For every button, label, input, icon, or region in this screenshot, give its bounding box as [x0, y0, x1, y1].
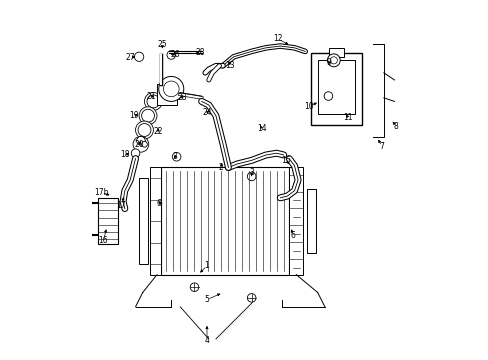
Circle shape	[142, 109, 154, 122]
Text: 7: 7	[379, 141, 384, 150]
Bar	[160, 167, 288, 275]
Circle shape	[144, 93, 162, 111]
Text: 6: 6	[290, 231, 295, 240]
Circle shape	[139, 107, 157, 125]
Text: 19: 19	[129, 111, 139, 120]
Bar	[306, 189, 315, 253]
Text: 2: 2	[219, 163, 223, 172]
Text: 12: 12	[273, 35, 283, 44]
Text: 16: 16	[99, 236, 108, 245]
Text: 9: 9	[325, 58, 330, 67]
Text: 13: 13	[225, 61, 235, 70]
Text: 21: 21	[146, 91, 155, 100]
Circle shape	[166, 51, 175, 59]
Text: 17b: 17b	[94, 188, 109, 197]
Circle shape	[329, 57, 337, 64]
Circle shape	[247, 294, 255, 302]
Circle shape	[147, 95, 160, 108]
Text: 14: 14	[256, 124, 266, 133]
Circle shape	[163, 81, 179, 97]
Circle shape	[247, 172, 255, 181]
Text: 24: 24	[202, 108, 211, 117]
Text: 3: 3	[249, 168, 254, 177]
Bar	[317, 60, 354, 114]
Circle shape	[134, 52, 143, 62]
Circle shape	[190, 283, 198, 292]
Circle shape	[131, 149, 140, 157]
Text: 26: 26	[170, 50, 179, 59]
Text: 17: 17	[116, 201, 126, 210]
Text: 10: 10	[304, 102, 313, 111]
Circle shape	[172, 153, 181, 161]
Text: 3: 3	[172, 152, 177, 161]
Text: 22: 22	[153, 127, 163, 136]
Bar	[149, 167, 160, 275]
Text: 28: 28	[195, 48, 204, 57]
Text: 20: 20	[134, 140, 143, 149]
Bar	[328, 48, 343, 57]
Text: 25: 25	[157, 40, 167, 49]
Text: 11: 11	[343, 113, 352, 122]
Text: 23: 23	[177, 93, 186, 102]
Text: 5: 5	[204, 295, 209, 304]
Bar	[139, 178, 148, 264]
Bar	[157, 84, 176, 105]
Text: 27: 27	[125, 53, 135, 62]
Circle shape	[136, 136, 145, 145]
Circle shape	[138, 123, 151, 136]
Bar	[288, 167, 303, 275]
Text: 8: 8	[393, 122, 398, 131]
Circle shape	[133, 136, 148, 152]
Circle shape	[324, 92, 332, 100]
Circle shape	[142, 141, 147, 147]
Bar	[310, 53, 362, 125]
Text: 4: 4	[204, 336, 209, 345]
Text: 15: 15	[280, 156, 290, 165]
Circle shape	[326, 54, 340, 67]
Circle shape	[135, 121, 153, 139]
Text: 18: 18	[120, 150, 129, 159]
Bar	[98, 198, 118, 244]
Text: 1: 1	[204, 261, 209, 270]
Circle shape	[159, 76, 183, 102]
Text: 6: 6	[156, 199, 161, 208]
